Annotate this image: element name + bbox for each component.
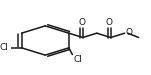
Text: O: O (106, 18, 113, 27)
Text: O: O (125, 28, 132, 37)
Text: Cl: Cl (73, 55, 82, 64)
Text: O: O (78, 18, 85, 27)
Text: Cl: Cl (0, 43, 8, 52)
